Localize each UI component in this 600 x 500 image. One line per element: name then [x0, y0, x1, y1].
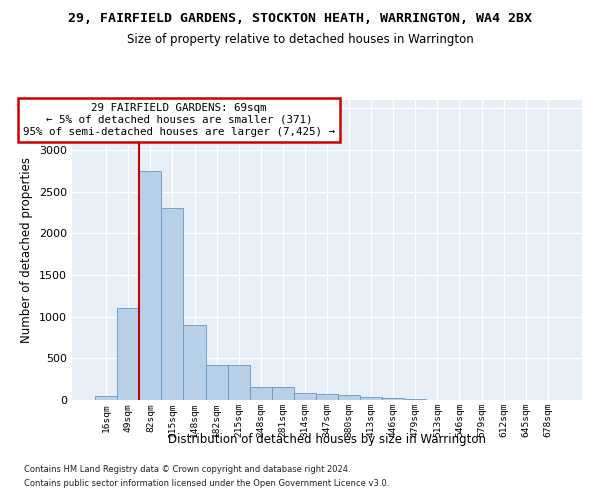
Bar — [184, 325, 206, 400]
Bar — [161, 208, 184, 400]
Text: Size of property relative to detached houses in Warrington: Size of property relative to detached ho… — [127, 32, 473, 46]
Bar — [338, 396, 360, 400]
Bar — [95, 396, 117, 400]
Bar — [294, 392, 316, 400]
Y-axis label: Number of detached properties: Number of detached properties — [20, 157, 34, 343]
Text: Contains public sector information licensed under the Open Government Licence v3: Contains public sector information licen… — [24, 479, 389, 488]
Bar — [250, 386, 272, 400]
Bar — [117, 308, 139, 400]
Bar — [272, 387, 294, 400]
Text: Distribution of detached houses by size in Warrington: Distribution of detached houses by size … — [168, 432, 486, 446]
Text: 29, FAIRFIELD GARDENS, STOCKTON HEATH, WARRINGTON, WA4 2BX: 29, FAIRFIELD GARDENS, STOCKTON HEATH, W… — [68, 12, 532, 26]
Bar — [227, 365, 250, 400]
Bar — [382, 398, 404, 400]
Text: 29 FAIRFIELD GARDENS: 69sqm
← 5% of detached houses are smaller (371)
95% of sem: 29 FAIRFIELD GARDENS: 69sqm ← 5% of deta… — [23, 104, 335, 136]
Bar — [139, 171, 161, 400]
Text: Contains HM Land Registry data © Crown copyright and database right 2024.: Contains HM Land Registry data © Crown c… — [24, 466, 350, 474]
Bar — [316, 394, 338, 400]
Bar — [206, 365, 227, 400]
Bar — [360, 396, 382, 400]
